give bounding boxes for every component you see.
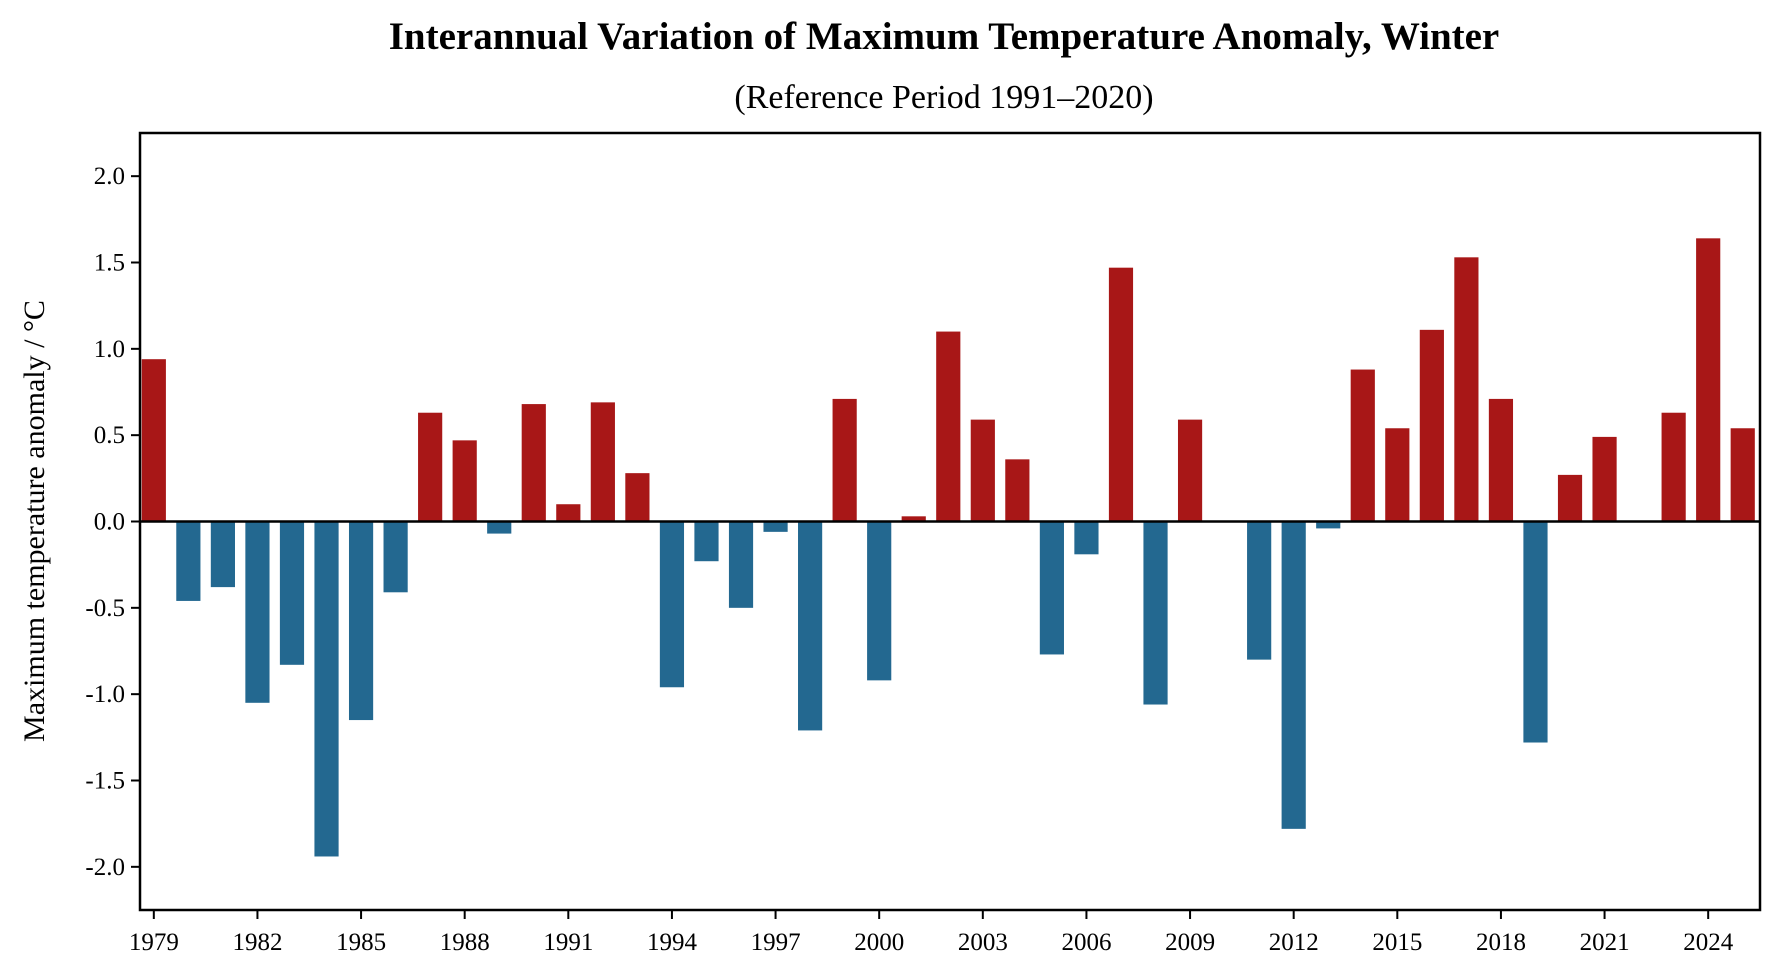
bar-2018 (1488, 398, 1514, 522)
x-tick-label: 1985 (336, 929, 386, 956)
chart-title: Interannual Variation of Maximum Tempera… (389, 15, 1500, 58)
bar-1992 (590, 402, 615, 522)
bar-1985 (348, 521, 374, 721)
bar-2008 (1143, 521, 1168, 705)
x-tick-label: 2003 (958, 929, 1008, 956)
y-tick-label: -2.0 (85, 854, 125, 881)
bar-2007 (1108, 267, 1134, 522)
x-tick-label: 2024 (1683, 929, 1734, 956)
x-tick-label: 1991 (543, 929, 593, 956)
bar-1987 (418, 412, 443, 522)
bar-1999 (832, 398, 857, 522)
bar-2017 (1454, 257, 1479, 522)
bar-2004 (1005, 459, 1030, 522)
bar-1979 (141, 359, 166, 522)
bar-1994 (659, 521, 685, 688)
x-tick-label: 1988 (440, 929, 490, 956)
x-tick-label: 1979 (129, 929, 179, 956)
bar-1988 (452, 440, 477, 522)
bar-1995 (694, 521, 719, 562)
bar-2023 (1661, 412, 1686, 522)
chart-subtitle: (Reference Period 1991–2020) (734, 79, 1153, 116)
y-tick-label: 2.0 (94, 163, 125, 190)
bar-2000 (867, 521, 892, 681)
y-axis-label: Maximum temperature anomaly / °C (18, 300, 51, 742)
bar-1997 (763, 521, 788, 532)
bar-1991 (556, 504, 581, 522)
x-tick-label: 2009 (1165, 929, 1215, 956)
bar-1986 (383, 521, 408, 593)
bar-2016 (1419, 329, 1444, 522)
bar-2021 (1592, 436, 1617, 522)
bar-1990 (521, 404, 546, 522)
x-tick-label: 2018 (1476, 929, 1526, 956)
bar-2009 (1177, 419, 1203, 522)
x-tick-label: 2000 (854, 929, 904, 956)
bar-1983 (279, 521, 305, 665)
bar-2025 (1730, 428, 1755, 522)
y-tick-label: 1.0 (94, 336, 125, 363)
bar-1982 (245, 521, 270, 703)
bar-1989 (487, 521, 512, 534)
bar-2011 (1247, 521, 1272, 660)
bar-2006 (1074, 521, 1099, 555)
x-tick-label: 2021 (1580, 929, 1630, 956)
bar-2024 (1696, 238, 1721, 522)
x-tick-label: 1994 (647, 929, 698, 956)
bar-2003 (970, 419, 995, 522)
bar-1981 (210, 521, 235, 588)
bar-2001 (901, 516, 926, 522)
x-tick-label: 1982 (232, 929, 282, 956)
y-tick-label: 1.5 (94, 250, 125, 277)
bar-1993 (625, 473, 650, 522)
bar-2015 (1385, 428, 1410, 522)
y-tick-label: -1.0 (85, 681, 125, 708)
bar-1984 (314, 521, 339, 857)
y-tick-label: -0.5 (85, 595, 125, 622)
x-tick-label: 2015 (1372, 929, 1422, 956)
bar-2002 (936, 331, 961, 522)
bar-2005 (1039, 521, 1064, 655)
x-tick-label: 1997 (751, 929, 801, 956)
bar-2019 (1523, 521, 1548, 743)
y-tick-label: 0.5 (94, 422, 125, 449)
x-tick-label: 2012 (1269, 929, 1319, 956)
y-tick-label: 0.0 (94, 509, 125, 536)
bar-2014 (1350, 369, 1375, 522)
bar-2013 (1316, 521, 1341, 529)
y-tick-label: -1.5 (85, 768, 125, 795)
bars-group (141, 238, 1755, 857)
bar-2012 (1281, 521, 1306, 829)
x-axis: 1979 1982 1985 1988 1991 1994 1997 2000 2003 2006… (129, 910, 1734, 956)
x-tick-label: 2006 (1061, 929, 1111, 956)
bar-1996 (728, 521, 754, 608)
y-axis: -2.0 -1.5 -1.0 -0.5 0.0 0.5 1.0 1.5 2.0 (85, 163, 140, 881)
bar-1980 (176, 521, 201, 601)
bar-2020 (1557, 474, 1583, 522)
bar-1998 (798, 521, 823, 731)
